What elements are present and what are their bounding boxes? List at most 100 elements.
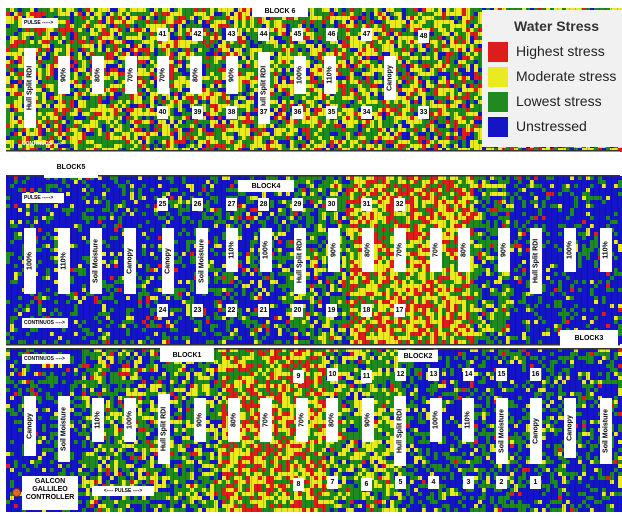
treatment-label: 90%: [58, 56, 70, 94]
plot-number: 5: [395, 476, 406, 489]
plot-number: 16: [530, 368, 541, 381]
block-6-label: BLOCK 6: [252, 6, 308, 17]
treatment-label: 90%: [226, 56, 238, 94]
controller-icon: [12, 488, 21, 497]
treatment-label: 70%: [430, 228, 442, 272]
treatment-label: 100%: [124, 398, 136, 442]
legend-item-lowest: Lowest stress: [488, 91, 622, 113]
plot-number: 48: [418, 30, 429, 43]
plot-number: 28: [258, 198, 269, 211]
treatment-label: 110%: [600, 228, 612, 272]
plot-number: 43: [226, 28, 237, 41]
plot-number: 17: [394, 304, 405, 317]
plot-number: 18: [361, 304, 372, 317]
treatment-label: Soil Moisture: [196, 228, 208, 294]
treatment-label: Canopy: [384, 56, 396, 100]
continuous-marker-row2: CONTINUOS ---->: [22, 318, 68, 328]
legend-label-moderate: Moderate stress: [516, 68, 617, 84]
plot-number: 6: [361, 478, 372, 491]
plot-number: 13: [428, 368, 439, 381]
plot-number: 44: [258, 28, 269, 41]
treatment-label: 80%: [228, 398, 240, 442]
treatment-label: 110%: [226, 228, 238, 272]
plot-number: 27: [226, 198, 237, 211]
treatment-label: 80%: [362, 228, 374, 272]
treatment-label: 110%: [92, 398, 104, 442]
treatment-label: Soil Moisture: [496, 398, 508, 464]
plot-number: 8: [293, 478, 304, 491]
pulse-marker-row3: <---- PULSE ---->: [92, 486, 154, 496]
plot-number: 23: [192, 304, 203, 317]
plot-number: 9: [293, 370, 304, 383]
plot-number: 25: [157, 198, 168, 211]
plot-number: 7: [327, 476, 338, 489]
legend-item-moderate: Moderate stress: [488, 66, 622, 88]
treatment-label: 100%: [260, 228, 272, 272]
plot-number: 38: [226, 106, 237, 119]
legend-swatch-unstressed: [488, 117, 508, 137]
treatment-label: 80%: [190, 56, 202, 94]
continuous-marker-row3: CONTINUOS ---->: [22, 354, 70, 364]
plot-number: 45: [292, 28, 303, 41]
block-1-label: BLOCK1: [160, 348, 214, 362]
legend-title: Water Stress: [514, 18, 600, 34]
water-stress-legend: Water Stress Highest stress Moderate str…: [482, 10, 622, 147]
treatment-label: 70%: [394, 228, 406, 272]
treatment-label: 70%: [125, 56, 137, 94]
plot-number: 40: [157, 106, 168, 119]
plot-number: 29: [292, 198, 303, 211]
treatment-label: 110%: [324, 56, 336, 94]
plot-number: 3: [463, 476, 474, 489]
continuous-marker-row1: CONTINUOS ---->: [22, 141, 63, 147]
plot-number: 37: [258, 106, 269, 119]
pulse-marker-row2: PULSE ----->: [22, 193, 64, 203]
treatment-label: 70%: [296, 398, 308, 442]
treatment-label: Hull Split RDI: [530, 228, 542, 294]
plot-number: 2: [496, 476, 507, 489]
plot-number: 4: [428, 476, 439, 489]
treatment-label: 90%: [498, 228, 510, 272]
treatment-label: 100%: [430, 398, 442, 442]
treatment-label: 80%: [326, 398, 338, 442]
plot-number: 26: [192, 198, 203, 211]
treatment-label: 90%: [328, 228, 340, 272]
plot-number: 22: [226, 304, 237, 317]
treatment-label: Soil Moisture: [90, 228, 102, 294]
treatment-label: Canopy: [564, 398, 576, 458]
block-2-label: BLOCK2: [398, 350, 438, 362]
treatment-label: Canopy: [162, 228, 174, 294]
treatment-label: 100%: [294, 56, 306, 94]
controller-line3: CONTROLLER: [25, 494, 75, 501]
treatment-label: 110%: [462, 398, 474, 442]
legend-label-lowest: Lowest stress: [516, 93, 602, 109]
treatment-label: Hull Split RDI: [294, 228, 306, 294]
plot-number: 33: [418, 106, 429, 119]
treatment-label: Hull Split RDI: [24, 48, 36, 128]
legend-swatch-highest: [488, 42, 508, 62]
plot-number: 31: [361, 198, 372, 211]
block-4-label: BLOCK4: [238, 180, 294, 192]
controller-line1: GALCON: [34, 478, 66, 485]
treatment-label: 70%: [260, 398, 272, 442]
legend-swatch-moderate: [488, 67, 508, 87]
legend-label-highest: Highest stress: [516, 43, 605, 59]
galcon-controller-label: GALCON GALLILEO CONTROLLER: [22, 476, 78, 510]
plot-number: 15: [496, 368, 507, 381]
treatment-label: 100%: [24, 228, 36, 294]
legend-item-highest: Highest stress: [488, 41, 622, 63]
plot-number: 20: [292, 304, 303, 317]
plot-number: 14: [463, 368, 474, 381]
plot-number: 32: [394, 198, 405, 211]
plot-number: 11: [361, 370, 372, 383]
legend-label-unstressed: Unstressed: [516, 118, 587, 134]
plot-number: 1: [530, 476, 541, 489]
treatment-label: Canopy: [530, 398, 542, 464]
treatment-label: Hull Split RDI: [394, 396, 406, 466]
plot-number: 34: [361, 106, 372, 119]
plot-number: 39: [192, 106, 203, 119]
pulse-marker-row1: PULSE ----->: [22, 18, 58, 28]
plot-number: 19: [326, 304, 337, 317]
block-5-label: BLOCK5: [44, 156, 98, 178]
plot-number: 41: [157, 28, 168, 41]
